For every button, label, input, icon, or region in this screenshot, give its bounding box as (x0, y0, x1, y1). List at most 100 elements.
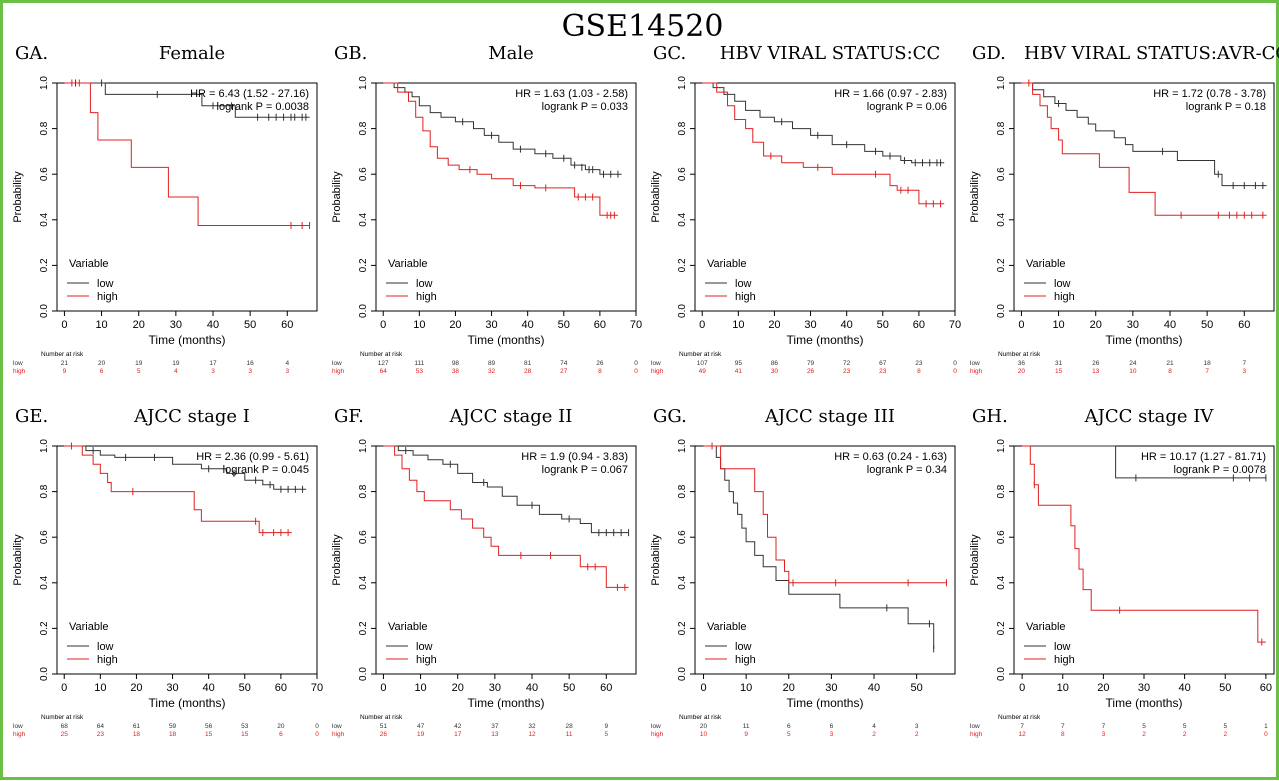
risk-count: 20 (98, 360, 106, 367)
x-tick-label: 50 (244, 319, 256, 331)
legend-label-high: high (1054, 291, 1075, 303)
risk-row-label-low: low (332, 723, 342, 730)
risk-count: 3 (285, 368, 289, 375)
risk-count: 12 (528, 731, 536, 738)
legend-title: Variable (707, 258, 747, 270)
risk-count: 5 (604, 731, 608, 738)
x-tick-label: 50 (1219, 682, 1231, 694)
risk-count: 53 (241, 723, 249, 730)
risk-count: 2 (1142, 731, 1146, 738)
x-tick-label: 10 (94, 682, 106, 694)
risk-count: 0 (634, 368, 638, 375)
x-tick-label: 0 (61, 682, 67, 694)
risk-count: 9 (744, 731, 748, 738)
panel-letter: GF. (334, 406, 364, 427)
legend-label-low: low (416, 641, 433, 653)
risk-row-label-high: high (651, 731, 664, 738)
x-tick-label: 40 (522, 319, 534, 331)
x-tick-label: 70 (949, 319, 961, 331)
y-tick-label: 1.0 (358, 439, 369, 453)
km-curve-low (64, 82, 310, 118)
risk-count: 13 (491, 731, 499, 738)
panel-gd: GD. HBV VIRAL STATUS:AVR-CC 0.0 0.2 0.4 0.6… (964, 43, 1279, 418)
risk-count: 47 (417, 723, 425, 730)
x-tick-label: 40 (841, 319, 853, 331)
legend-label-low: low (97, 278, 114, 290)
risk-count: 18 (169, 731, 177, 738)
x-tick-label: 0 (1019, 682, 1025, 694)
risk-table-header: Number at risk (360, 351, 403, 358)
y-tick-label: 1.0 (996, 439, 1007, 453)
x-tick-label: 70 (630, 319, 642, 331)
risk-count: 38 (452, 368, 460, 375)
x-tick-label: 10 (732, 319, 744, 331)
km-chart: 0.0 0.2 0.4 0.6 0.8 1.0 Probability 0 10 20 30 40 50… (12, 439, 323, 738)
x-tick-label: 10 (1057, 682, 1069, 694)
y-tick-label: 0.4 (358, 212, 369, 226)
risk-count: 11 (566, 731, 573, 738)
risk-count: 56 (205, 723, 213, 730)
y-tick-label: 0.0 (39, 304, 50, 318)
risk-count: 8 (917, 368, 921, 375)
panel-title: HBV VIRAL STATUS:CC (719, 43, 941, 64)
risk-row-label-high: high (332, 368, 345, 375)
legend-label-low: low (735, 278, 752, 290)
panel-letter: GA. (15, 43, 49, 64)
risk-count: 0 (1264, 731, 1268, 738)
km-curve-high (64, 82, 310, 226)
panel-title: AJCC stage II (449, 406, 573, 427)
x-tick-label: 30 (804, 319, 816, 331)
risk-count: 19 (135, 360, 143, 367)
x-tick-label: 50 (558, 319, 570, 331)
panel-letter: GC. (653, 43, 687, 64)
x-tick-label: 50 (563, 682, 575, 694)
risk-count: 3 (211, 368, 215, 375)
x-tick-label: 20 (1097, 682, 1109, 694)
y-tick-label: 0.2 (358, 258, 369, 272)
y-tick-label: 0.6 (39, 530, 50, 544)
risk-count: 36 (1018, 360, 1026, 367)
plot-area (56, 445, 318, 675)
panel-ge: GE. AJCC stage I 0.0 0.2 0.4 0.6 0.8 1.0 Proba… (7, 406, 325, 781)
risk-row-label-low: low (13, 360, 23, 367)
y-tick-label: 0.4 (358, 575, 369, 589)
risk-count: 111 (414, 360, 424, 367)
legend-label-low: low (97, 641, 114, 653)
legend-title: Variable (1026, 258, 1066, 270)
legend-label-high: high (97, 654, 118, 666)
risk-count: 7 (1061, 723, 1065, 730)
risk-count: 10 (1129, 368, 1137, 375)
x-tick-label: 20 (768, 319, 780, 331)
risk-count: 20 (700, 723, 708, 730)
x-axis-label: Time (months) (1106, 333, 1183, 347)
y-tick-label: 0.6 (358, 167, 369, 181)
legend-title: Variable (1026, 621, 1066, 633)
x-tick-label: 30 (485, 319, 497, 331)
y-axis-label: Probability (12, 171, 24, 223)
y-tick-label: 0.6 (39, 167, 50, 181)
risk-count: 61 (133, 723, 141, 730)
risk-count: 0 (953, 360, 957, 367)
risk-count: 0 (634, 360, 638, 367)
logrank-p-text: logrank P = 0.033 (542, 101, 628, 113)
risk-count: 8 (1168, 368, 1172, 375)
panel-title: Female (158, 43, 226, 64)
risk-count: 64 (97, 723, 105, 730)
risk-table-header: Number at risk (679, 351, 722, 358)
y-tick-label: 0.2 (677, 258, 688, 272)
risk-count: 15 (241, 731, 249, 738)
hazard-ratio-text: HR = 1.72 (0.78 - 3.78) (1153, 88, 1266, 100)
risk-count: 2 (915, 731, 919, 738)
x-axis-label: Time (months) (149, 333, 226, 347)
x-tick-label: 50 (239, 682, 251, 694)
risk-count: 5 (787, 731, 791, 738)
panel-gg: GG. AJCC stage III 0.0 0.2 0.4 0.6 0.8 1.0 Pro… (645, 406, 963, 781)
risk-count: 16 (247, 360, 255, 367)
risk-count: 25 (61, 731, 69, 738)
y-tick-label: 0.6 (358, 530, 369, 544)
km-chart: 0.0 0.2 0.4 0.6 0.8 1.0 Probability 0 10 20 30 40 50… (650, 76, 961, 375)
risk-table-header: Number at risk (41, 351, 84, 358)
x-tick-label: 30 (1127, 319, 1139, 331)
y-tick-label: 0.0 (996, 304, 1007, 318)
x-tick-label: 0 (380, 682, 386, 694)
